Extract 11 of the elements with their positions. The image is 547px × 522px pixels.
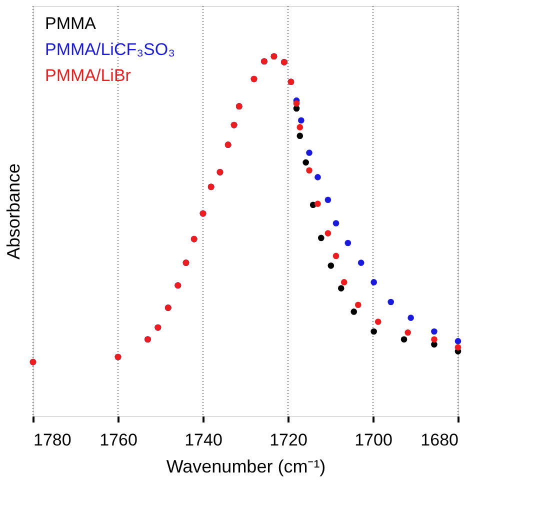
x-tick-label: 1780 — [34, 430, 72, 450]
x-axis-title: Wavenumber (cm⁻¹) — [166, 456, 326, 476]
x-tick-label: 1740 — [184, 430, 222, 450]
y-axis-title: Absorbance — [4, 163, 24, 260]
x-tick-label: 1700 — [354, 430, 392, 450]
x-tick-label: 1680 — [420, 430, 458, 450]
text: PMMA/LiBr — [45, 66, 132, 85]
x-tick-label: 1760 — [100, 430, 138, 450]
x-tick-label: 1720 — [270, 430, 308, 450]
text: PMMA — [45, 14, 97, 33]
text: PMMA/LiCF₃SO₃ — [45, 40, 176, 59]
